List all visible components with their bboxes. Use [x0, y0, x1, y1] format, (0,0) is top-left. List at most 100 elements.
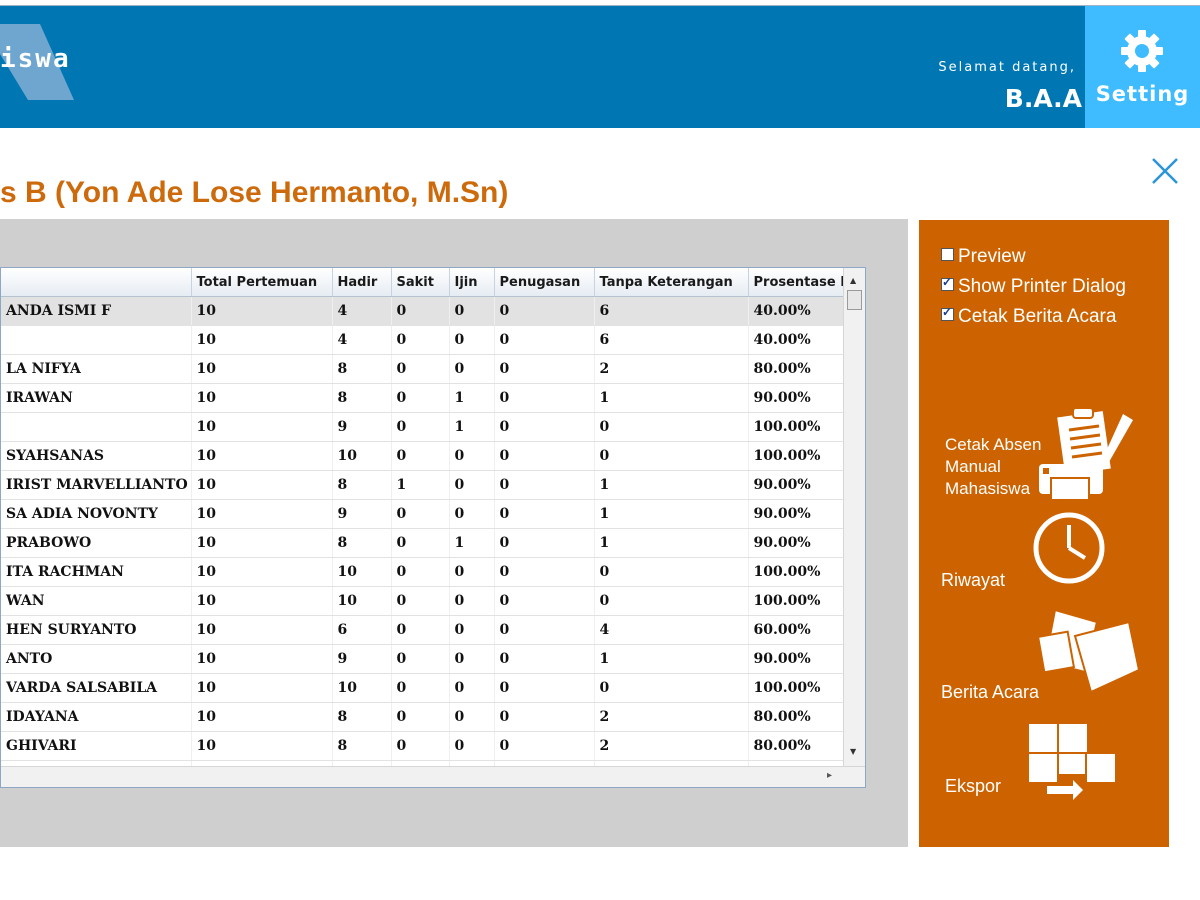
scroll-thumb[interactable] [847, 290, 862, 310]
table-cell: 0 [494, 557, 595, 587]
preview-checkbox-box[interactable] [941, 248, 954, 261]
table-row[interactable]: SA ADIA NOVONTY 10 9 0 0 0 1 90.00% [1, 499, 852, 529]
cetak-berita-acara-checkbox[interactable]: Cetak Berita Acara [941, 305, 1116, 328]
table-cell: 8 [332, 470, 392, 500]
vertical-scrollbar[interactable]: ▲ ▼ [843, 268, 865, 766]
close-icon[interactable] [1148, 154, 1182, 188]
table-cell: WAN [1, 586, 192, 616]
scroll-right-icon[interactable]: ▸ [827, 770, 833, 781]
table-cell: 10 [191, 586, 333, 616]
table-row[interactable]: VARDA SALSABILA 10 10 0 0 0 0 100.00% [1, 673, 852, 703]
table-cell: 0 [391, 412, 450, 442]
table-cell: 1 [594, 499, 749, 529]
table-cell: 0 [494, 586, 595, 616]
preview-label: Preview [958, 246, 1026, 267]
column-header[interactable]: Total Pertemuan [191, 268, 333, 297]
table-cell: 40.00% [748, 325, 852, 355]
table-cell: 90.00% [748, 383, 852, 413]
table-row[interactable]: ITA RACHMAN 10 10 0 0 0 0 100.00% [1, 557, 852, 587]
table-cell: LA NIFYA [1, 354, 192, 384]
table-cell: 4 [332, 325, 392, 355]
table-row[interactable]: HEN SURYANTO 10 6 0 0 0 4 60.00% [1, 615, 852, 645]
berita-acara-button[interactable]: Berita Acara [939, 606, 1139, 706]
table-header-row: Total Pertemuan Hadir Sakit Ijin Penugasan Ta… [1, 268, 852, 297]
table-cell: 0 [494, 383, 595, 413]
scroll-down-icon[interactable]: ▼ [850, 747, 857, 756]
page-title: s B (Yon Ade Lose Hermanto, M.Sn) [0, 176, 509, 209]
table-cell: ANDA ISMI F [1, 296, 192, 326]
table-cell: 10 [191, 412, 333, 442]
table-cell: 0 [391, 615, 450, 645]
show-printer-dialog-checkbox[interactable]: Show Printer Dialog [941, 275, 1126, 298]
table-cell [1, 412, 192, 442]
table-row[interactable]: IRAWAN 10 8 0 1 0 1 90.00% [1, 383, 852, 413]
table-cell: 0 [391, 644, 450, 674]
table-cell: 10 [332, 441, 392, 471]
table-cell: 10 [191, 325, 333, 355]
table-row[interactable]: 10 9 0 1 0 0 100.00% [1, 412, 852, 442]
table-cell: 1 [449, 412, 495, 442]
table-cell: 100.00% [748, 586, 852, 616]
show-printer-dialog-label: Show Printer Dialog [958, 276, 1126, 297]
setting-button[interactable]: Setting [1085, 6, 1200, 128]
preview-checkbox[interactable]: Preview [941, 246, 1026, 268]
table-cell: 0 [449, 702, 495, 732]
cetak-absen-label-line3: Mahasiswa [945, 479, 1031, 498]
table-cell: 0 [594, 557, 749, 587]
cetak-absen-button[interactable]: Cetak Absen Manual Mahasiswa [939, 406, 1139, 506]
attendance-table[interactable]: Total Pertemuan Hadir Sakit Ijin Penugasan Ta… [0, 267, 866, 788]
table-row[interactable]: WAN 10 10 0 0 0 0 100.00% [1, 586, 852, 616]
table-cell: 0 [594, 586, 749, 616]
clock-icon [1033, 512, 1105, 584]
column-header[interactable]: Prosentase K [748, 268, 852, 297]
ekspor-label: Ekspor [945, 776, 1002, 796]
scroll-up-icon[interactable]: ▲ [850, 276, 857, 285]
column-header[interactable]: Penugasan [494, 268, 595, 297]
table-cell: 1 [594, 644, 749, 674]
show-printer-dialog-checkbox-box[interactable] [941, 275, 954, 291]
table-row[interactable]: LA NIFYA 10 8 0 0 0 2 80.00% [1, 354, 852, 384]
table-cell: 90.00% [748, 470, 852, 500]
table-cell: 2 [594, 354, 749, 384]
table-cell: 0 [449, 731, 495, 761]
table-cell: 0 [449, 673, 495, 703]
username: B.A.A [1004, 84, 1082, 113]
table-row[interactable]: PRABOWO 10 8 0 1 0 1 90.00% [1, 528, 852, 558]
table-row[interactable]: SYAHSANAS 10 10 0 0 0 0 100.00% [1, 441, 852, 471]
table-cell: 0 [449, 441, 495, 471]
table-cell: 10 [191, 383, 333, 413]
table-cell: 10 [191, 644, 333, 674]
table-cell: 0 [391, 528, 450, 558]
column-header[interactable]: Sakit [391, 268, 450, 297]
table-cell: 100.00% [748, 673, 852, 703]
column-header[interactable] [1, 268, 192, 297]
ekspor-button[interactable]: Ekspor [939, 720, 1139, 810]
table-row[interactable]: ANTO 10 9 0 0 0 1 90.00% [1, 644, 852, 674]
cetak-berita-acara-checkbox-box[interactable] [941, 305, 954, 321]
table-cell: 1 [594, 383, 749, 413]
table-cell: 60.00% [748, 615, 852, 645]
table-cell: 0 [449, 615, 495, 645]
column-header[interactable]: Ijin [449, 268, 495, 297]
horizontal-scrollbar[interactable]: ▸ [1, 766, 865, 787]
column-header[interactable]: Tanpa Keterangan [594, 268, 749, 297]
table-row[interactable]: 10 4 0 0 0 6 40.00% [1, 325, 852, 355]
table-row[interactable]: GHIVARI 10 8 0 0 0 2 80.00% [1, 731, 852, 761]
column-header[interactable]: Hadir [332, 268, 392, 297]
table-cell: 4 [332, 296, 392, 326]
table-row[interactable]: ANDA ISMI F 10 4 0 0 0 6 40.00% [1, 296, 852, 326]
table-row[interactable]: IRIST MARVELLIANTO 10 8 1 0 0 1 90.00% [1, 470, 852, 500]
table-cell: ANTO [1, 644, 192, 674]
table-cell: 90.00% [748, 499, 852, 529]
logo-icon [0, 24, 74, 100]
table-cell: 80.00% [748, 354, 852, 384]
table-cell: 0 [494, 644, 595, 674]
riwayat-button[interactable]: Riwayat [939, 512, 1139, 602]
table-cell: 9 [332, 644, 392, 674]
table-cell: 1 [594, 470, 749, 500]
app-title: iswa [0, 44, 71, 74]
table-row[interactable]: IDAYANA 10 8 0 0 0 2 80.00% [1, 702, 852, 732]
setting-label: Setting [1095, 82, 1190, 106]
printer-clipboard-icon [1039, 407, 1133, 501]
table-cell: 0 [449, 470, 495, 500]
